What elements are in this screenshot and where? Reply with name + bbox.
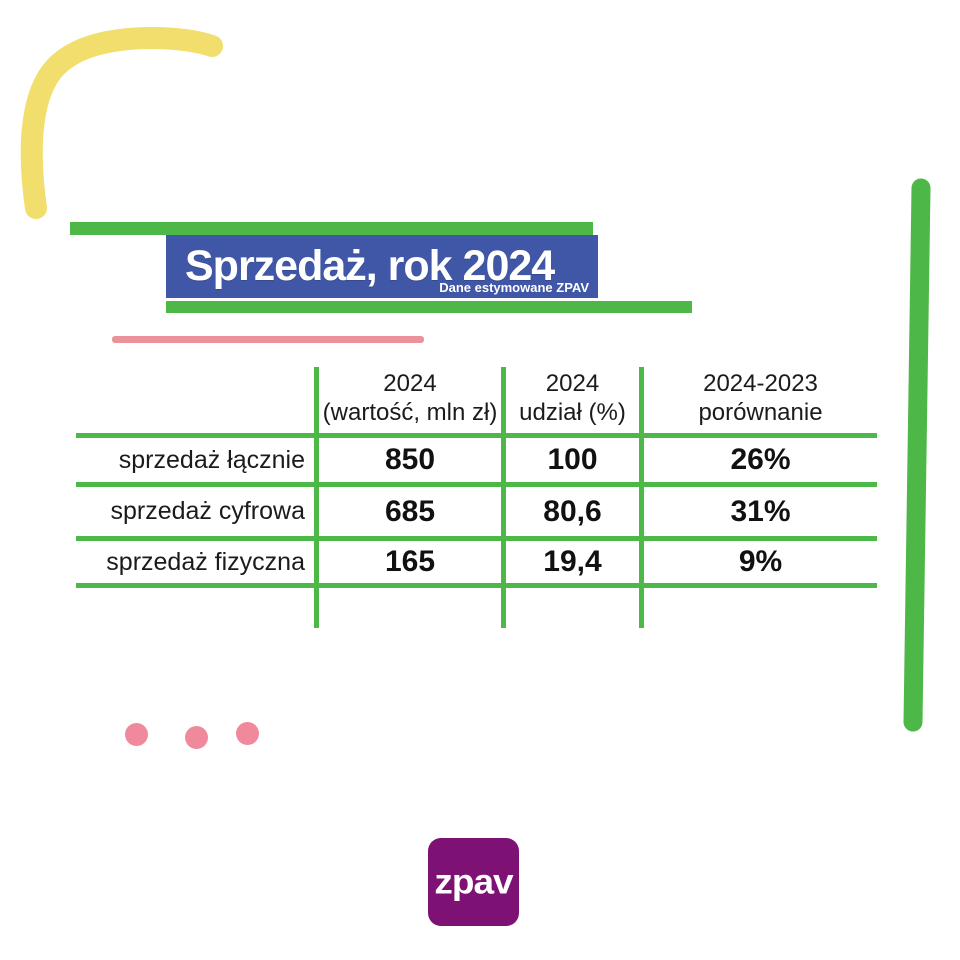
column-header-value: 2024 (wartość, mln zł) xyxy=(319,366,501,430)
share-cell-total: 100 xyxy=(547,443,598,476)
value-cell-total: 850 xyxy=(384,443,436,476)
table-horizontal-line xyxy=(76,433,877,438)
column-header-line: (wartość, mln zł) xyxy=(322,399,498,426)
table-horizontal-line xyxy=(76,536,877,541)
column-header-line: 2024-2023 xyxy=(703,370,818,397)
share-cell-digital: 80,6 xyxy=(543,494,602,528)
title-banner: Sprzedaż, rok 2024 Dane estymowane ZPAV xyxy=(166,235,598,298)
pink-underline xyxy=(112,336,424,343)
column-header-comparison: 2024-2023 porównanie xyxy=(644,366,877,430)
comparison-cell-total: 26% xyxy=(730,443,791,476)
data-source-note: Dane estymowane ZPAV xyxy=(439,280,589,295)
row-label-digital: sprzedaż cyfrowa xyxy=(110,497,305,525)
column-header-line: udział (%) xyxy=(519,399,626,426)
table-vertical-line xyxy=(501,367,506,628)
column-header-line: porównanie xyxy=(698,399,823,426)
page-title: Sprzedaż, rok 2024 xyxy=(185,242,555,290)
column-header-line: 2024 xyxy=(383,370,437,397)
row-label-total: sprzedaż łącznie xyxy=(118,445,305,474)
value-cell-physical: 165 xyxy=(384,545,436,578)
zpav-logo: zpav xyxy=(428,838,519,926)
bottom-green-bar xyxy=(166,301,692,313)
table-horizontal-line xyxy=(76,583,877,588)
share-cell-physical: 19,4 xyxy=(543,545,602,578)
row-label-physical: sprzedaż fizyczna xyxy=(106,547,305,576)
column-header-share: 2024 udział (%) xyxy=(506,366,639,430)
comparison-cell-physical: 9% xyxy=(738,545,783,578)
pink-dot xyxy=(185,726,208,749)
column-header-line: 2024 xyxy=(545,370,600,397)
yellow-arc-decoration xyxy=(20,26,223,219)
value-cell-digital: 685 xyxy=(384,494,436,528)
table-horizontal-line xyxy=(76,482,877,487)
top-green-bar xyxy=(70,222,593,235)
comparison-cell-digital: 31% xyxy=(730,494,791,528)
table-vertical-line xyxy=(314,367,319,628)
pink-dot xyxy=(236,722,259,745)
table-vertical-line xyxy=(639,367,644,628)
green-vertical-line-decoration xyxy=(903,178,931,732)
pink-dot xyxy=(125,723,148,746)
zpav-logo-text: zpav xyxy=(434,862,513,901)
